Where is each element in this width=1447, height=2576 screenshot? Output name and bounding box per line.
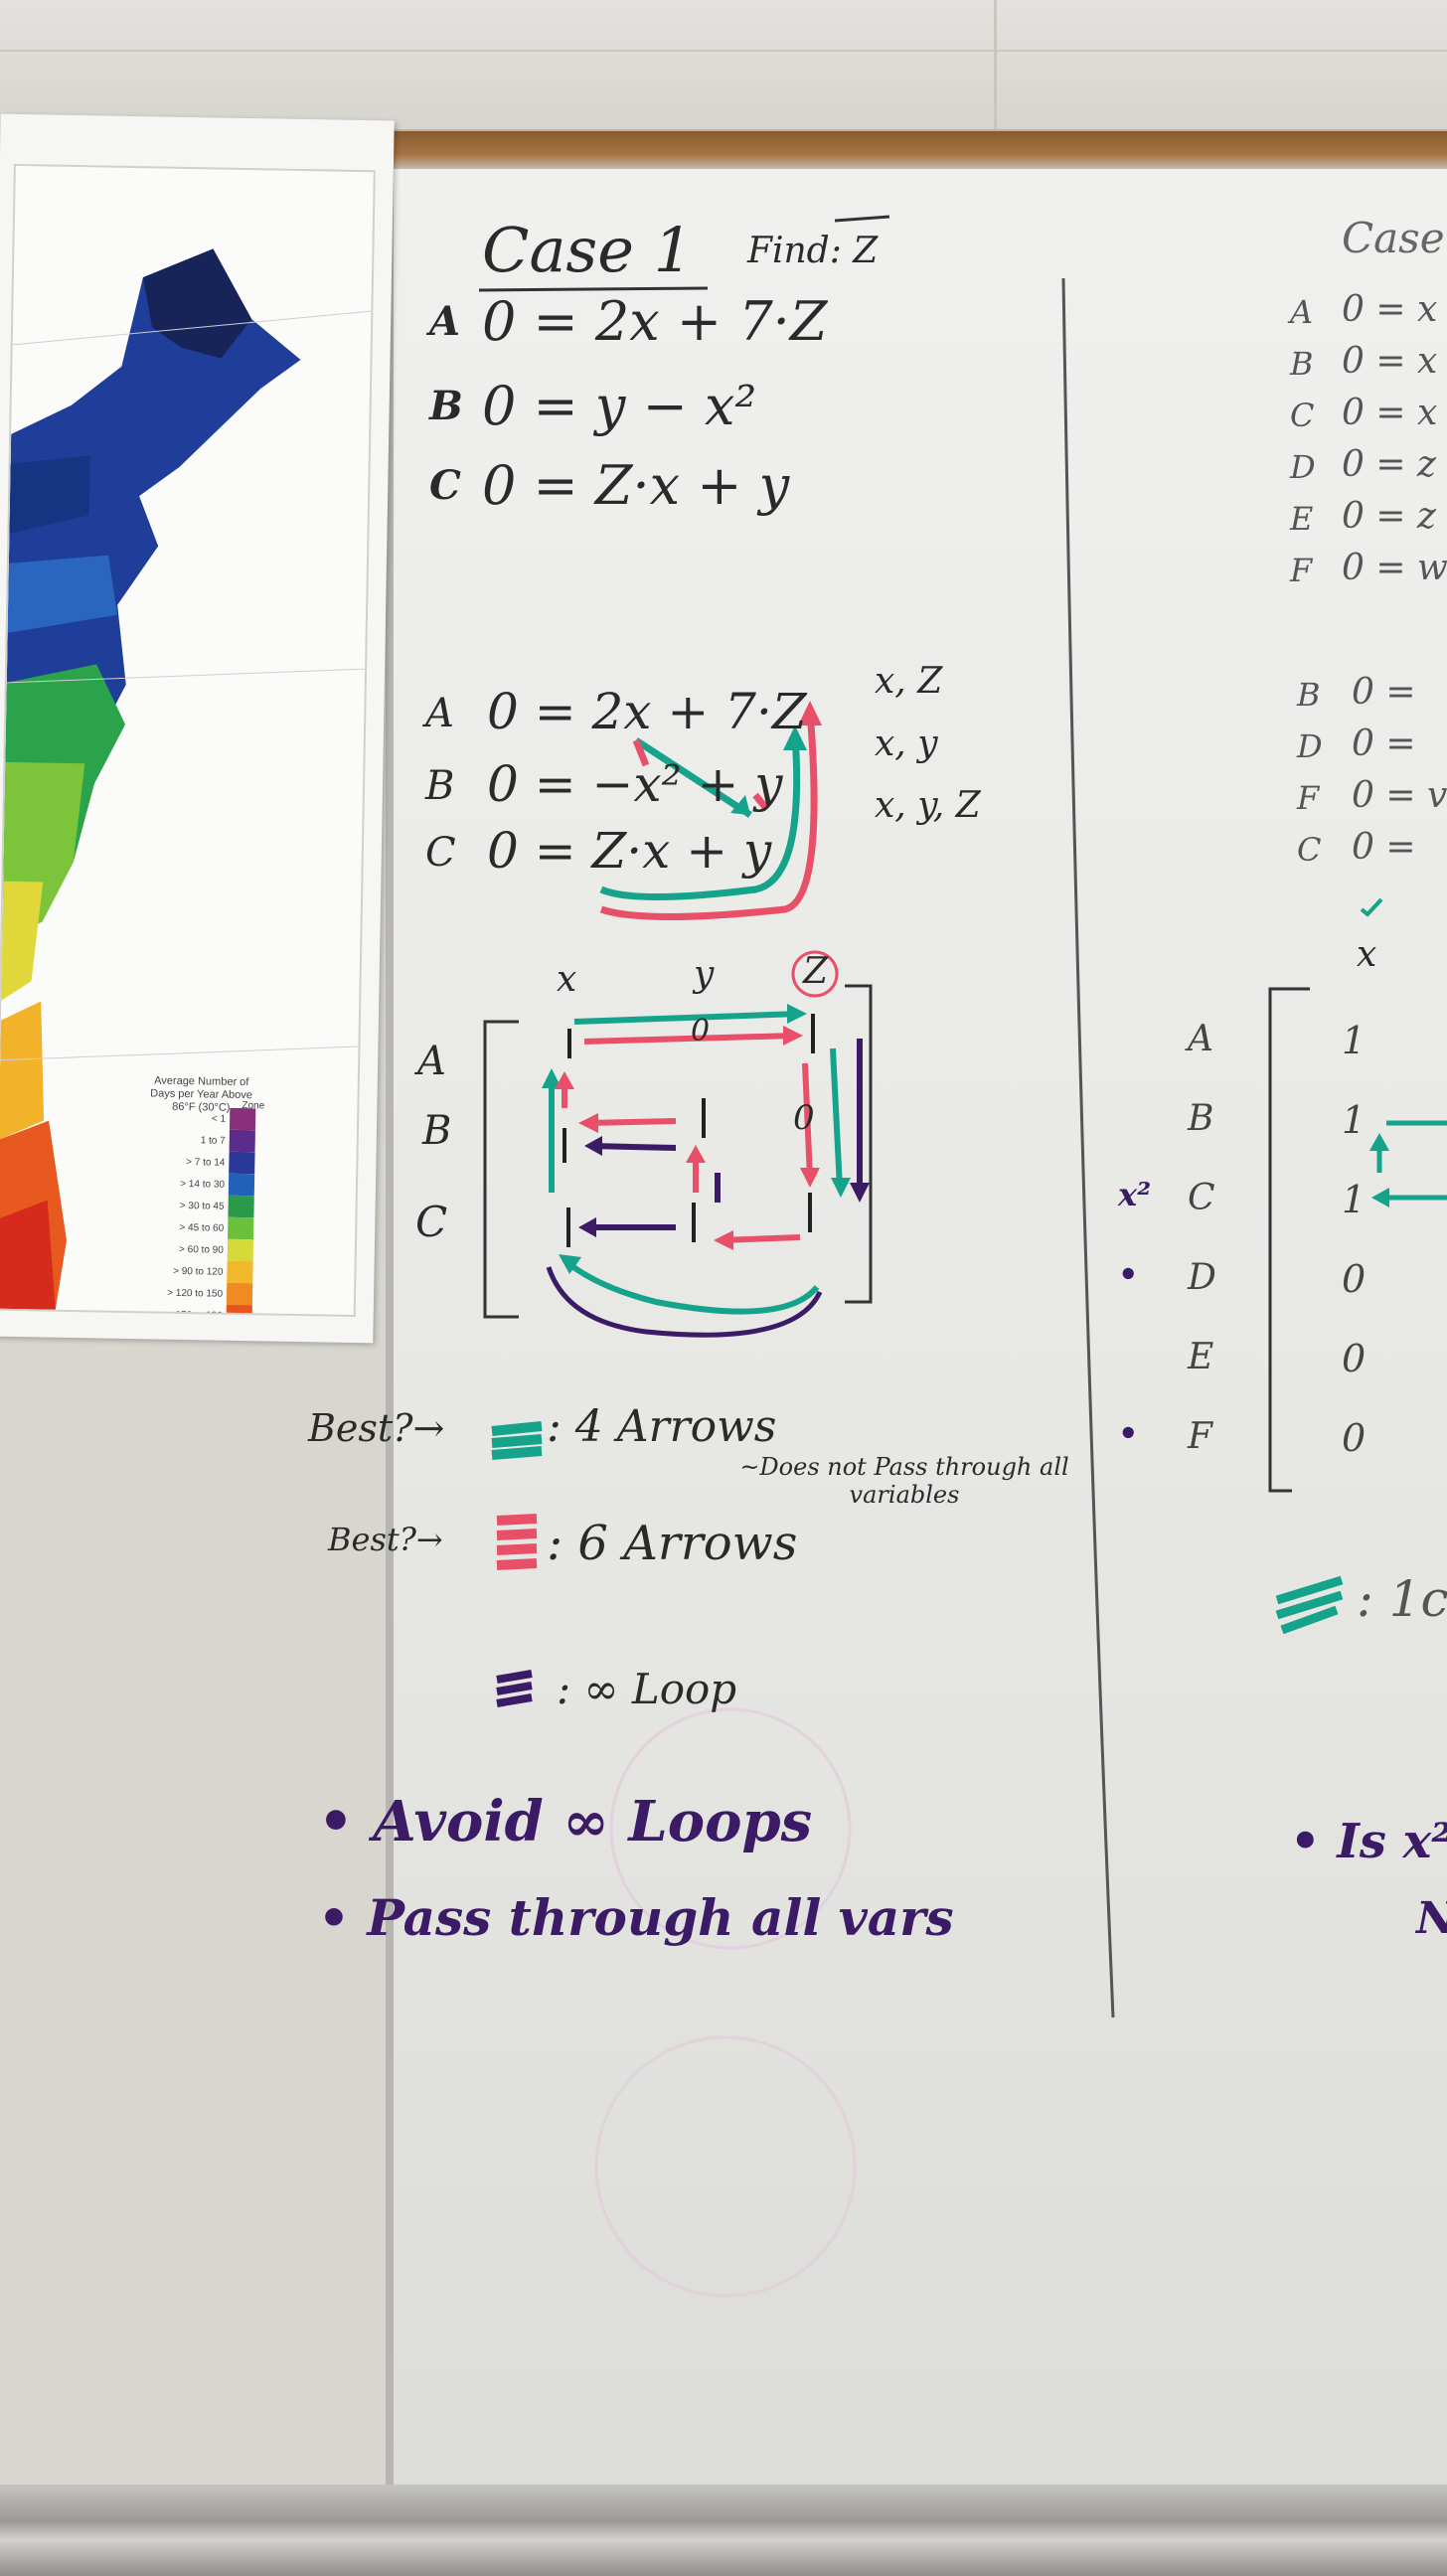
case2-row-label: C — [1188, 1178, 1215, 1218]
equation-expr: 0 = v — [1352, 775, 1447, 816]
case2-cell-value: 0 — [1342, 1416, 1367, 1460]
matrix-row-b: B — [422, 1108, 452, 1154]
equation-label: C — [1290, 397, 1315, 434]
equation-label: A — [1290, 293, 1314, 331]
z-circle — [791, 950, 839, 998]
matrix-right-bracket — [845, 984, 873, 1304]
case2-row-mark: • — [1118, 1255, 1139, 1293]
equation-label: C — [429, 462, 461, 509]
note-teal-text: : 4 Arrows — [547, 1401, 777, 1452]
case1-title: Case 1 — [482, 214, 694, 286]
equation-expr: 0 = Z·x + y — [487, 822, 772, 880]
note-purple-text: : ∞ Loop — [557, 1665, 737, 1713]
equation-expr: 0 = — [1352, 827, 1416, 868]
matrix-left-bracket — [483, 1020, 519, 1319]
case2-teal-swatch — [1275, 1575, 1344, 1635]
pink-arrow — [632, 738, 650, 767]
equation-expr: 0 = −x² + y — [487, 755, 783, 813]
equation-expr: 0 = z — [1342, 444, 1436, 485]
note-teal-prefix: Best?→ — [308, 1406, 445, 1450]
case2-bullet: • Is x² — [1290, 1814, 1447, 1869]
case2-cell-value: 0 — [1342, 1337, 1367, 1380]
matrix-col-z: Z — [803, 951, 829, 992]
equation-expr: 0 = — [1352, 672, 1416, 713]
equation-label: B — [429, 383, 463, 429]
whiteboard-marker-tray — [0, 2485, 1447, 2576]
matrix-col-y: y — [694, 954, 715, 995]
case2-note: : 1c — [1357, 1570, 1447, 1628]
case2-cell-value: 1 — [1342, 1019, 1367, 1062]
bullet-pass-through: • Pass through all vars — [318, 1888, 954, 1947]
variable-list: x, Z — [875, 661, 943, 702]
teal-arrow — [634, 737, 752, 818]
equation-expr: 0 = 2x + 7·Z — [487, 683, 807, 740]
equation-expr: 0 = Z·x + y — [482, 454, 790, 517]
case2-bullet-tail: N — [1416, 1893, 1447, 1944]
wall-tile-seam — [994, 0, 997, 139]
equation-label: B — [1290, 345, 1314, 383]
teal-loop-arrow — [599, 734, 801, 900]
equation-label: D — [1297, 727, 1323, 765]
equation-label: C — [425, 830, 456, 876]
equation-label: F — [1290, 552, 1313, 589]
case1-find-label: Find: Z — [747, 231, 879, 271]
case2-row-mark: • — [1118, 1414, 1139, 1452]
equation-expr: 0 = w — [1342, 548, 1447, 588]
poster-map-area: Average Number of Days per Year Above 86… — [0, 163, 376, 1318]
find-overline — [834, 215, 890, 223]
equation-expr: 0 = x — [1342, 393, 1438, 433]
case2-row-label: B — [1188, 1098, 1214, 1139]
equation-label: E — [1290, 500, 1314, 538]
wall-background — [0, 0, 1447, 139]
whiteboard-top-rail — [386, 131, 1447, 171]
teal-swatch — [491, 1421, 543, 1460]
us-east-coast-map — [0, 248, 372, 1310]
case2-row-label: D — [1188, 1257, 1216, 1298]
wall-tile-seam — [0, 50, 1447, 52]
equation-label: C — [1297, 831, 1322, 869]
note-pink-text: : 6 Arrows — [547, 1516, 798, 1571]
variable-list: x, y — [875, 724, 938, 764]
case2-row-label: E — [1188, 1337, 1214, 1377]
equation-expr: 0 = x — [1342, 341, 1438, 382]
title-underline — [478, 286, 709, 292]
equation-label: D — [1290, 448, 1316, 486]
pink-swatch — [496, 1514, 538, 1570]
pink-loop-arrow — [599, 710, 818, 920]
matrix-row-a: A — [417, 1039, 446, 1084]
note-pink-prefix: Best?→ — [328, 1521, 443, 1558]
checkmark-icon — [1360, 897, 1383, 917]
matrix-row-c: C — [415, 1198, 448, 1246]
equation-label: A — [429, 298, 461, 345]
bullet-avoid-loops: • Avoid ∞ Loops — [318, 1789, 813, 1854]
equation-expr: 0 = x — [1342, 289, 1438, 330]
matrix-col-x: x — [557, 959, 577, 1000]
equation-label: A — [425, 691, 454, 736]
matrix-cell-ay: 0 — [691, 1014, 711, 1048]
case2-cell-value: 1 — [1342, 1098, 1367, 1142]
equation-expr: 0 = 2x + 7·Z — [482, 290, 828, 353]
equation-label: F — [1297, 779, 1320, 817]
case2-col-x: x — [1357, 934, 1377, 975]
case2-cell-value: 0 — [1342, 1257, 1367, 1301]
variable-list: x, y, Z — [875, 785, 981, 826]
purple-swatch — [496, 1670, 533, 1707]
equation-expr: 0 = y − x² — [482, 375, 757, 437]
equation-expr: 0 = — [1352, 724, 1416, 764]
divider-line — [1061, 277, 1115, 2018]
case2-row-label: A — [1188, 1019, 1213, 1059]
case2-title: Case — [1342, 214, 1445, 262]
case2-cell-value: 1 — [1342, 1178, 1367, 1221]
note-pass-through: ~Does not Pass through all variables — [739, 1453, 1069, 1509]
equation-label: B — [1297, 676, 1321, 714]
climate-map-poster: Average Number of Days per Year Above 86… — [0, 113, 395, 1344]
case2-matrix-bracket — [1268, 987, 1310, 1493]
equation-label: B — [425, 763, 455, 809]
case2-row-mark: x² — [1118, 1176, 1152, 1213]
case2-row-label: F — [1188, 1416, 1212, 1457]
matrix-cell-bz: 0 — [793, 1098, 815, 1138]
equation-expr: 0 = z — [1342, 496, 1436, 537]
